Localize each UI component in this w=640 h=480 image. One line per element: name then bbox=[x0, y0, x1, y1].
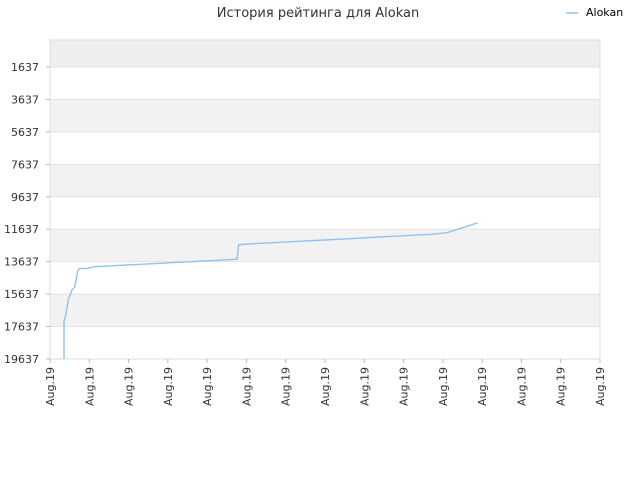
x-tick-label: Aug.19 bbox=[201, 367, 214, 406]
plot-band bbox=[50, 196, 600, 230]
series-line-alokan bbox=[63, 222, 478, 359]
y-tick-label: 15637 bbox=[4, 288, 39, 301]
y-tick-label: 17637 bbox=[4, 321, 39, 334]
x-tick-label: Aug.19 bbox=[555, 367, 568, 406]
x-tick-label: Aug.19 bbox=[476, 367, 489, 406]
y-axis: 1637 3637 5637 7637 9637 11637 13637 15637 17637… bbox=[4, 61, 50, 366]
x-tick-label: Aug.19 bbox=[83, 367, 96, 406]
plot-band bbox=[50, 99, 600, 132]
x-tick-label: Aug.19 bbox=[162, 367, 175, 406]
y-tick-label: 13637 bbox=[4, 256, 39, 269]
plot-band bbox=[50, 164, 600, 197]
y-tick-label: 9637 bbox=[11, 191, 39, 204]
x-tick-label: Aug.19 bbox=[240, 367, 253, 406]
x-tick-label: Aug.19 bbox=[398, 367, 411, 406]
plot-background-bands bbox=[50, 40, 600, 359]
x-tick-label: Aug.19 bbox=[358, 367, 371, 406]
legend-label: Alokan bbox=[586, 6, 623, 19]
plot-band bbox=[50, 131, 600, 165]
y-tick-label: 19637 bbox=[4, 353, 39, 366]
plot-band bbox=[50, 294, 600, 327]
chart-title: История рейтинга для Alokan bbox=[217, 6, 419, 21]
x-tick-label: Aug.19 bbox=[280, 367, 293, 406]
plot-band bbox=[50, 40, 600, 67]
plot-band bbox=[50, 229, 600, 262]
x-tick-label: Aug.19 bbox=[515, 367, 528, 406]
plot-band bbox=[50, 67, 600, 100]
x-tick-label: Aug.19 bbox=[437, 367, 450, 406]
y-tick-label: 11637 bbox=[4, 223, 39, 236]
plot-band bbox=[50, 261, 600, 295]
plot-band bbox=[50, 326, 600, 359]
y-tick-label: 3637 bbox=[11, 93, 39, 106]
legend: Alokan bbox=[566, 6, 623, 19]
x-tick-label: Aug.19 bbox=[594, 367, 607, 406]
series-layer bbox=[63, 222, 478, 359]
y-tick-label: 5637 bbox=[11, 126, 39, 139]
x-tick-label: Aug.19 bbox=[44, 367, 57, 406]
x-axis: Aug.19 Aug.19 Aug.19 Aug.19 Aug.19 Aug.19 Aug.… bbox=[44, 359, 607, 406]
y-tick-label: 7637 bbox=[11, 158, 39, 171]
x-tick-label: Aug.19 bbox=[319, 367, 332, 406]
x-tick-label: Aug.19 bbox=[123, 367, 136, 406]
y-tick-label: 1637 bbox=[11, 61, 39, 74]
